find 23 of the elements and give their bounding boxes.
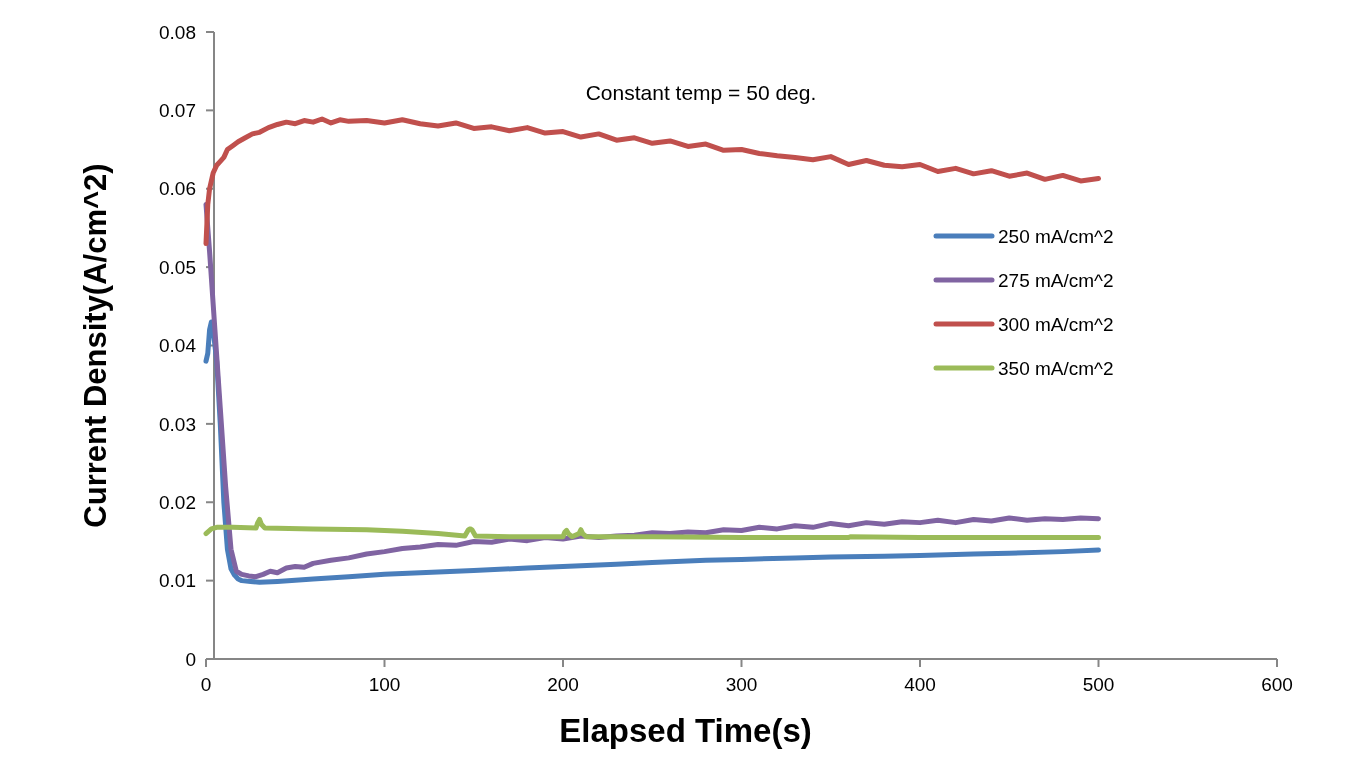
y-tick-label: 0.08: [159, 21, 196, 43]
x-tick-label: 100: [368, 674, 401, 695]
legend-label: 300 mA/cm^2: [998, 313, 1114, 335]
y-tick-label: 0: [185, 648, 196, 670]
y-tick-label: 0.06: [159, 178, 196, 200]
x-tick-label: 600: [1261, 674, 1293, 695]
x-tick-label: 300: [725, 674, 758, 695]
x-tick-label: 0: [200, 674, 212, 695]
y-axis-title: Current Density(A/cm^2): [78, 163, 113, 528]
legend-label: 250 mA/cm^2: [998, 225, 1114, 247]
y-tick-label: 0.07: [159, 100, 196, 122]
y-tick-label: 0.03: [159, 413, 196, 435]
y-tick-label: 0.01: [159, 570, 196, 592]
y-tick-label: 0.04: [159, 335, 197, 357]
y-tick-label: 0.02: [159, 491, 196, 513]
x-tick-label: 500: [1082, 674, 1115, 695]
legend-label: 350 mA/cm^2: [998, 357, 1114, 379]
x-axis-title: Elapsed Time(s): [559, 712, 812, 749]
annotation: Constant temp = 50 deg.: [585, 81, 817, 104]
x-tick-label: 400: [904, 674, 936, 695]
legend-label: 275 mA/cm^2: [998, 269, 1114, 291]
y-tick-label: 0.05: [159, 256, 196, 278]
x-tick-label: 200: [547, 674, 579, 695]
